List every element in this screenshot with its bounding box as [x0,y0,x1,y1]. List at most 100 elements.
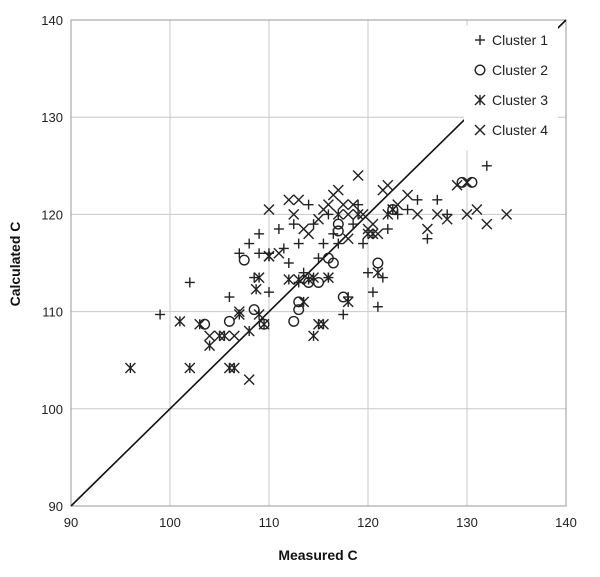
y-tick-label: 90 [49,499,63,514]
data-point [184,277,195,288]
series-4 [204,170,513,386]
x-axis-title: Measured C [278,547,357,563]
data-point [342,233,354,245]
data-point [372,257,384,269]
x-tick-label: 130 [456,515,478,530]
data-point [317,318,329,330]
data-point [347,199,359,211]
data-points [124,160,513,386]
data-point [372,228,384,240]
data-point [273,223,284,234]
data-point [293,194,305,206]
data-point [327,257,339,269]
x-tick-label: 140 [555,515,577,530]
data-point [194,318,206,330]
data-point [258,318,270,330]
data-point [367,218,379,230]
data-point [199,318,211,330]
data-point [298,296,310,308]
data-point [214,330,225,342]
data-point [238,254,250,266]
data-point [243,325,255,337]
legend-marker-asterisk [474,94,486,106]
data-point [422,233,433,244]
data-point [253,272,265,284]
data-point [293,274,305,286]
data-point [412,194,423,205]
data-point [298,267,309,278]
data-point [382,179,394,191]
data-point [363,267,373,278]
data-point [234,248,245,259]
data-point [244,238,255,249]
y-tick-label: 140 [41,13,63,28]
data-point [263,250,275,262]
data-point [303,199,314,210]
data-point [481,160,492,171]
y-tick-label: 120 [41,207,63,222]
data-point [481,218,493,230]
data-point [313,213,324,225]
data-point [124,362,136,374]
series-1 [155,160,492,320]
data-point [184,362,196,374]
y-tick-label: 110 [42,305,63,320]
legend-marker-x [474,124,486,136]
data-point [288,219,299,230]
data-point [223,315,235,327]
legend-label: Cluster 1 [492,32,548,48]
data-point [283,258,294,268]
data-point [337,199,349,211]
data-point [263,204,275,216]
legend-label: Cluster 3 [492,92,548,108]
data-point [333,238,344,249]
legend-label: Cluster 2 [492,62,548,78]
data-point [308,330,320,342]
series-3 [124,204,399,374]
data-point [218,330,230,342]
data-point [421,223,433,235]
data-point [288,208,300,220]
axes: 90 100 110 120 130 140 90 100 110 120 130 140 [41,13,577,530]
data-point [441,213,453,225]
legend-marker-circle [474,64,486,76]
data-point [322,199,334,211]
x-tick-label: 120 [357,515,379,530]
data-point [174,315,186,327]
data-point [348,219,359,230]
legend-marker-plus [475,35,485,45]
data-point [372,267,384,279]
data-point [442,209,453,220]
data-point [342,296,354,308]
data-point [243,374,255,386]
data-point [466,176,478,188]
data-point [249,272,260,283]
data-point [308,272,320,284]
data-point [253,309,265,321]
data-point [155,309,166,320]
data-point [254,248,265,259]
data-point [362,228,374,240]
data-point [250,283,262,295]
y-tick-label: 100 [41,402,63,417]
data-point [288,315,300,327]
x-tick-label: 90 [64,515,78,530]
data-point [456,176,468,188]
data-point [431,208,443,220]
data-point [382,223,393,234]
data-point [432,194,443,205]
data-point [367,287,378,298]
data-point [471,204,483,216]
data-point [303,228,315,240]
data-point [264,287,274,298]
data-point [223,362,235,374]
data-point [501,208,513,220]
data-point [228,330,240,342]
data-point [322,272,334,284]
data-point [224,292,235,303]
data-point [254,228,265,239]
data-point [357,208,369,220]
data-point [338,309,349,320]
data-point [353,199,364,210]
